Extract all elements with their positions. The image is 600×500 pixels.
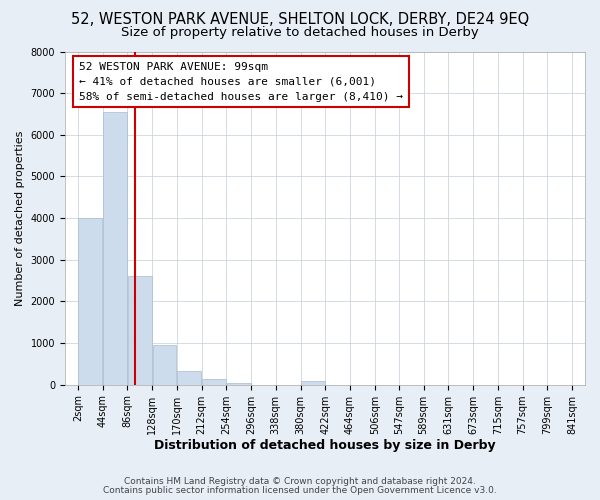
- X-axis label: Distribution of detached houses by size in Derby: Distribution of detached houses by size …: [154, 440, 496, 452]
- Bar: [301, 380, 325, 384]
- Text: 52 WESTON PARK AVENUE: 99sqm
← 41% of detached houses are smaller (6,001)
58% of: 52 WESTON PARK AVENUE: 99sqm ← 41% of de…: [79, 62, 403, 102]
- Bar: [103, 112, 127, 384]
- Text: 52, WESTON PARK AVENUE, SHELTON LOCK, DERBY, DE24 9EQ: 52, WESTON PARK AVENUE, SHELTON LOCK, DE…: [71, 12, 529, 28]
- Bar: [152, 345, 176, 385]
- Bar: [177, 372, 201, 384]
- Y-axis label: Number of detached properties: Number of detached properties: [15, 130, 25, 306]
- Text: Size of property relative to detached houses in Derby: Size of property relative to detached ho…: [121, 26, 479, 39]
- Bar: [227, 382, 251, 384]
- Bar: [79, 218, 102, 384]
- Bar: [128, 276, 152, 384]
- Text: Contains HM Land Registry data © Crown copyright and database right 2024.: Contains HM Land Registry data © Crown c…: [124, 477, 476, 486]
- Bar: [202, 380, 226, 384]
- Text: Contains public sector information licensed under the Open Government Licence v3: Contains public sector information licen…: [103, 486, 497, 495]
